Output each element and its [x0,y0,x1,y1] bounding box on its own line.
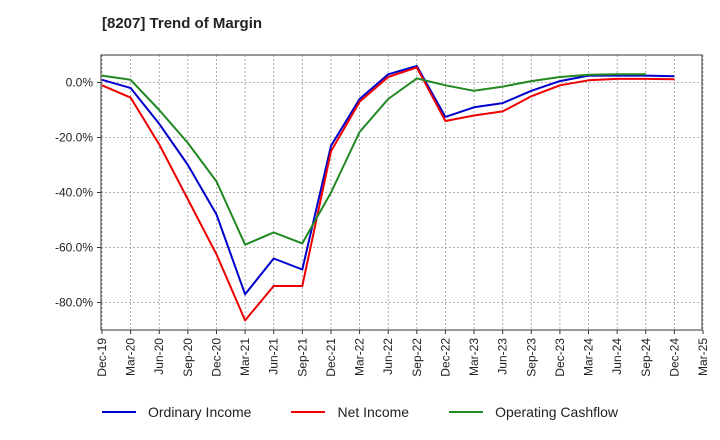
y-tick-label: -80.0% [55,296,93,310]
x-tick-label: Mar-24 [582,338,596,376]
legend-item-ordinary-income: Ordinary Income [101,404,252,420]
x-tick-label: Mar-21 [238,338,252,376]
x-tick-label: Sep-22 [410,338,424,377]
x-tick-label: Jun-22 [381,338,395,375]
legend-swatch [101,411,136,413]
legend: Ordinary Income Net Income Operating Cashf… [0,404,720,420]
x-tick-label: Jun-20 [152,338,166,375]
y-tick-label: -20.0% [55,131,93,145]
series-line-ordinary-income [101,65,675,296]
x-tick-label: Dec-19 [95,338,109,377]
x-tick-label: Mar-23 [467,338,481,376]
legend-swatch [291,411,326,413]
chart-title: [8207] Trend of Margin [102,15,263,32]
y-tick-label: -60.0% [55,241,93,255]
legend-label: Operating Cashflow [495,404,619,420]
x-tick-label: Mar-22 [353,338,367,376]
x-tick-label: Mar-20 [124,338,138,376]
series-line-operating-cashflow [101,73,646,246]
x-tick-label: Dec-22 [438,338,452,377]
x-tick-label: Sep-23 [524,338,538,377]
legend-item-operating-cashflow: Operating Cashflow [449,404,618,420]
x-tick-label: Dec-20 [209,338,223,377]
x-tick-label: Mar-25 [696,338,710,376]
legend-swatch [449,411,484,413]
legend-label: Ordinary Income [147,404,252,420]
series-layer [101,65,675,322]
x-tick-label: Sep-24 [639,338,653,377]
x-tick-label: Sep-21 [295,338,309,377]
x-tick-label: Jun-23 [496,338,510,375]
series-line-net-income [101,66,675,322]
x-tick-label: Dec-23 [553,338,567,377]
x-tick-label: Jun-21 [267,338,281,375]
x-tick-label: Jun-24 [610,338,624,375]
y-tick-label: -40.0% [55,186,93,200]
legend-label: Net Income [337,404,410,420]
legend-item-net-income: Net Income [291,404,409,420]
x-tick-label: Dec-24 [667,338,681,377]
y-tick-label: 0.0% [66,76,94,90]
grid-layer [101,55,704,330]
x-tick-label: Dec-21 [324,338,338,377]
plot-frame [100,54,703,331]
x-tick-label: Sep-20 [181,338,195,377]
axis-layer: 0.0% -20.0% -40.0% -60.0% -80.0% Dec-19 Mar-20… [55,54,710,377]
